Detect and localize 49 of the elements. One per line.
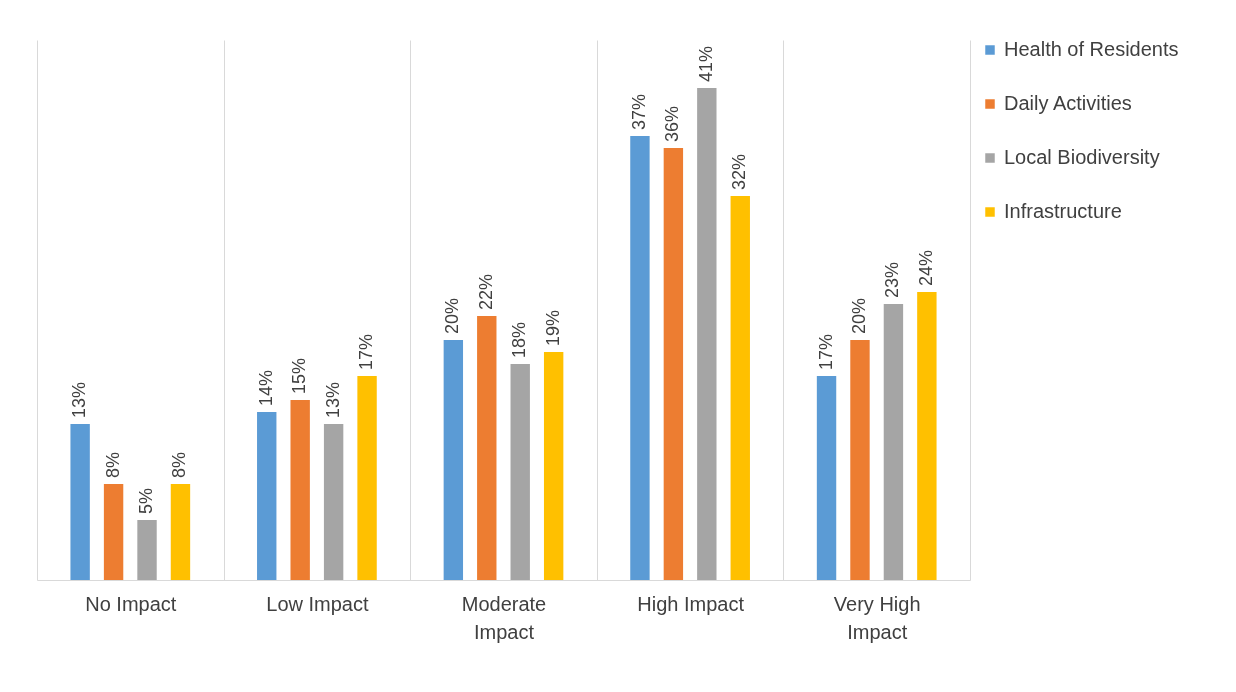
bar: [663, 148, 684, 580]
bar: [730, 196, 750, 580]
data-label: 41%: [695, 45, 716, 82]
data-label: 20%: [848, 297, 869, 334]
data-label: 20%: [442, 297, 463, 334]
legend-label: Local Biodiversity: [1004, 146, 1160, 168]
legend-label: Health of Residents: [1004, 38, 1179, 60]
legend-label: Infrastructure: [1004, 200, 1122, 222]
x-tick-label: Very High Impact: [833, 592, 921, 643]
bar: [103, 484, 124, 580]
data-label: 8%: [102, 451, 123, 478]
data-label: 18%: [509, 321, 530, 358]
data-label: 17%: [356, 333, 377, 370]
x-tick-label: No Impact: [85, 592, 177, 615]
bar: [883, 304, 904, 580]
x-tick-label: Moderate Impact: [461, 592, 547, 643]
bar: [290, 400, 310, 580]
data-label: 32%: [729, 153, 750, 190]
bar: [357, 376, 377, 580]
x-tick-label: Low Impact: [266, 592, 369, 615]
bar: [850, 340, 870, 580]
data-label: 24%: [915, 249, 936, 286]
bar: [170, 484, 191, 580]
bar: [443, 340, 464, 580]
bar: [510, 364, 530, 580]
bar: [630, 136, 650, 580]
bar: [323, 424, 344, 580]
bar: [917, 292, 937, 580]
data-label: 37%: [628, 93, 649, 130]
bar: [257, 412, 277, 580]
bar: [543, 352, 564, 580]
data-label: 13%: [322, 381, 343, 418]
data-label: 23%: [882, 261, 903, 298]
x-tick-label: High Impact: [637, 592, 745, 615]
bar: [816, 376, 837, 580]
data-label: 14%: [255, 369, 276, 406]
data-label: 22%: [475, 273, 496, 310]
data-label: 36%: [662, 105, 683, 142]
bar: [477, 316, 497, 580]
data-label: 15%: [289, 357, 310, 394]
data-label: 8%: [169, 451, 190, 478]
bar: [70, 424, 90, 580]
bar: [697, 88, 717, 580]
data-label: 19%: [542, 309, 563, 346]
data-label: 17%: [815, 333, 836, 370]
legend-label: Daily Activities: [1004, 92, 1132, 114]
bar: [137, 520, 157, 580]
data-label: 5%: [136, 487, 157, 514]
data-label: 13%: [69, 381, 90, 418]
